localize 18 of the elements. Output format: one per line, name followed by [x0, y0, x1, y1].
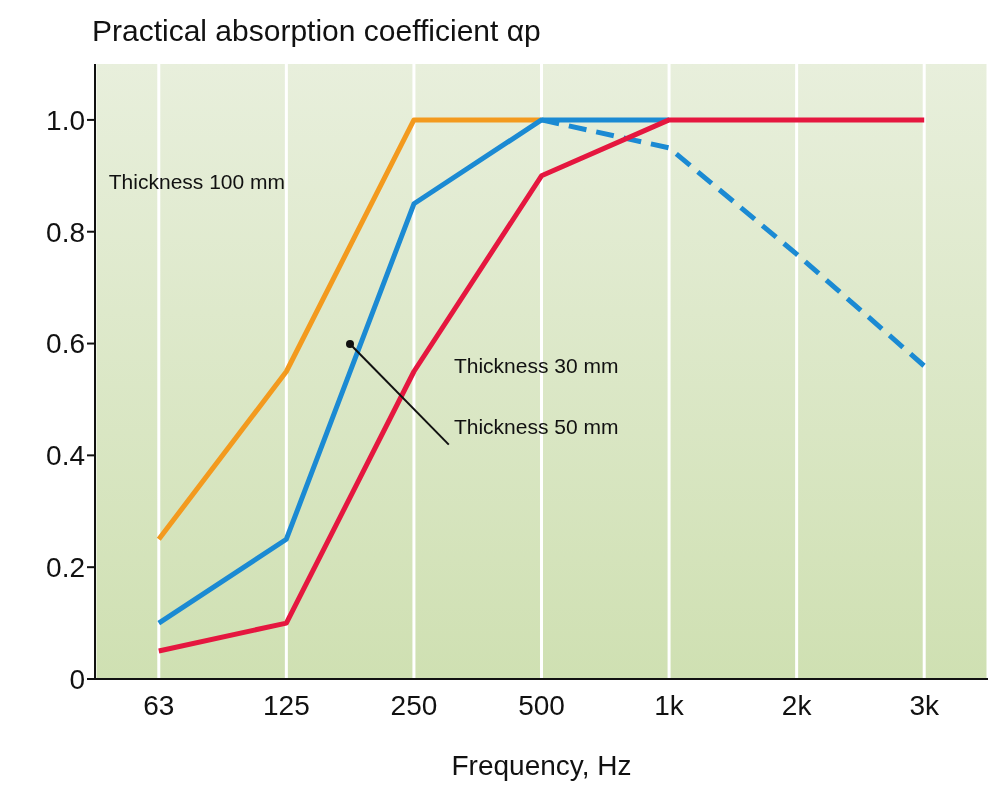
- y-tick-label: 0.8: [46, 216, 85, 248]
- annotation: Thickness 50 mm: [453, 415, 619, 440]
- y-tick-label: 0.6: [46, 328, 85, 360]
- y-tick-label: 0.4: [46, 440, 85, 472]
- y-tick-label: 0: [69, 663, 85, 695]
- x-tick-label: 2k: [781, 689, 813, 721]
- x-tick-label: 250: [390, 689, 438, 721]
- x-tick-label: 1k: [654, 689, 685, 721]
- chart-title: Practical absorption coefficient αp: [92, 14, 541, 48]
- x-tick-label: 3k: [909, 689, 940, 721]
- x-tick-label: 63: [143, 689, 175, 721]
- x-tick-label: 125: [263, 689, 310, 721]
- y-tick-label: 1.0: [46, 104, 85, 136]
- annotation: Thickness 100 mm: [108, 170, 286, 195]
- x-axis-title: Frequency, Hz: [451, 750, 632, 781]
- x-tick-label: 500: [518, 689, 565, 721]
- annotation: Thickness 30 mm: [453, 353, 619, 378]
- y-tick-label: 0.2: [46, 552, 85, 584]
